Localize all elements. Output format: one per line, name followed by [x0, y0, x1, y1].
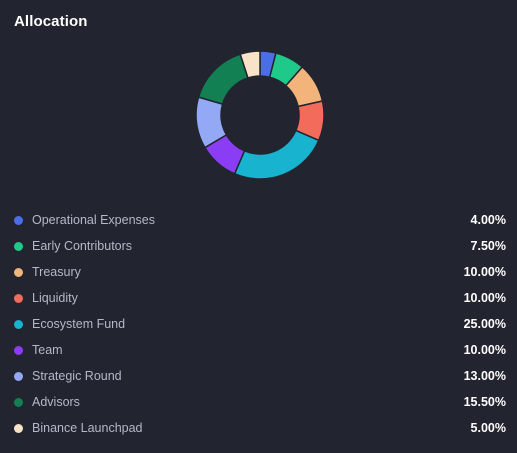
legend-label: Early Contributors: [32, 239, 133, 253]
legend-value: 4.00%: [470, 213, 506, 227]
legend-value: 10.00%: [463, 265, 506, 279]
legend-value: 10.00%: [463, 343, 506, 357]
legend-label: Liquidity: [32, 291, 78, 305]
legend-label: Strategic Round: [32, 369, 122, 383]
allocation-legend: Operational Expenses 4.00% Early Contribut…: [14, 207, 506, 441]
legend-swatch: [14, 397, 23, 407]
legend-swatch: [14, 371, 23, 381]
legend-swatch: [14, 215, 23, 225]
panel-title: Allocation: [14, 13, 88, 30]
legend-item: Treasury 10.00%: [14, 259, 506, 285]
legend-swatch: [14, 345, 23, 355]
legend-swatch: [14, 423, 23, 433]
legend-swatch: [14, 241, 23, 251]
legend-label: Treasury: [32, 265, 81, 279]
legend-item: Ecosystem Fund 25.00%: [14, 311, 506, 337]
legend-value: 5.00%: [470, 421, 506, 435]
legend-label: Team: [32, 343, 63, 357]
legend-swatch: [14, 267, 23, 277]
legend-item: Strategic Round 13.00%: [14, 363, 506, 389]
legend-item: Liquidity 10.00%: [14, 285, 506, 311]
legend-item: Binance Launchpad 5.00%: [14, 415, 506, 441]
legend-value: 13.00%: [463, 369, 506, 383]
donut-slice[interactable]: [233, 129, 320, 180]
legend-item: Operational Expenses 4.00%: [14, 207, 506, 233]
legend-label: Ecosystem Fund: [32, 317, 126, 331]
allocation-donut-chart: [195, 50, 325, 180]
legend-label: Binance Launchpad: [32, 421, 143, 435]
legend-value: 10.00%: [463, 291, 506, 305]
legend-item: Team 10.00%: [14, 337, 506, 363]
legend-swatch: [14, 293, 23, 303]
legend-label: Operational Expenses: [32, 213, 155, 227]
donut-slice[interactable]: [197, 53, 249, 106]
legend-item: Advisors 15.50%: [14, 389, 506, 415]
donut-slice[interactable]: [239, 50, 261, 79]
legend-value: 25.00%: [463, 317, 506, 331]
legend-value: 7.50%: [470, 239, 506, 253]
legend-item: Early Contributors 7.50%: [14, 233, 506, 259]
legend-label: Advisors: [32, 395, 80, 409]
legend-value: 15.50%: [463, 395, 506, 409]
legend-swatch: [14, 319, 23, 329]
